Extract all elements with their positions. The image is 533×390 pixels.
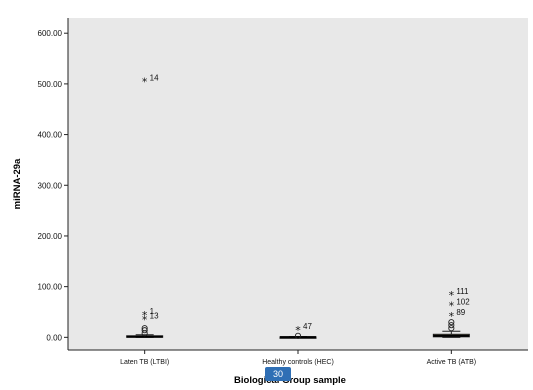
outlier-label: 47: [303, 322, 312, 331]
outlier-label: 1: [150, 307, 155, 316]
extreme-point: *: [142, 75, 148, 88]
outlier-label: 111: [456, 287, 469, 296]
y-axis-title: miRNA-29a: [12, 158, 23, 209]
y-tick-label: 300.00: [38, 181, 63, 190]
outlier-label: 13: [150, 312, 159, 321]
outlier-point: [294, 332, 302, 339]
outlier-label: 89: [456, 308, 465, 317]
outlier-label: 102: [456, 297, 470, 306]
outlier-point: [141, 325, 148, 332]
page-number-badge: 30: [265, 367, 291, 381]
extreme-point: *: [449, 299, 455, 312]
x-tick-label: Active TB (ATB): [427, 359, 477, 366]
extreme-point: *: [142, 314, 148, 327]
y-tick-label: 600.00: [38, 29, 63, 38]
extreme-point: *: [449, 289, 455, 302]
outlier-point: [448, 322, 455, 329]
outlier-point: [448, 325, 455, 332]
outlier-label: 14: [150, 73, 159, 82]
y-tick-label: 0.00: [46, 333, 62, 342]
outlier-point: [141, 327, 148, 334]
y-tick-label: 200.00: [38, 232, 63, 241]
x-tick-label: Healthy controls (HEC): [262, 359, 334, 366]
y-tick-label: 500.00: [38, 80, 63, 89]
extreme-point: *: [295, 324, 301, 337]
y-tick-label: 100.00: [38, 283, 63, 292]
outlier-point: [448, 319, 455, 326]
plot-area: [68, 18, 528, 350]
extreme-point: *: [142, 309, 148, 322]
y-tick-label: 400.00: [38, 131, 63, 140]
x-tick-label: Laten TB (LTBI): [120, 359, 169, 366]
extreme-point: *: [449, 310, 455, 323]
